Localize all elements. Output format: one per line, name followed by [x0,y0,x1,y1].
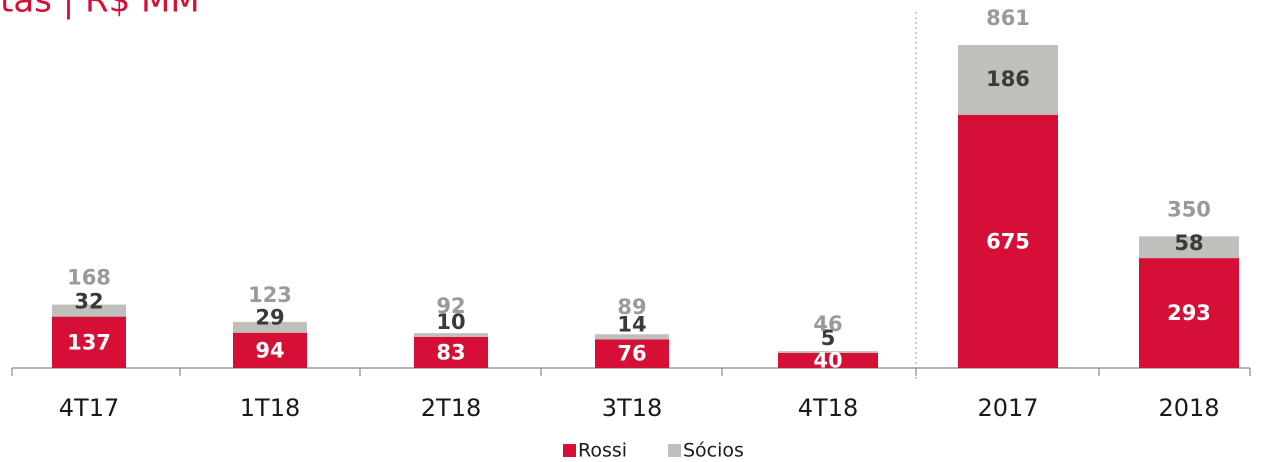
total-label: 168 [67,266,111,290]
bar-segment [52,304,126,317]
x-tick-label: 4T17 [59,394,119,422]
x-tick-label: 1T18 [240,394,300,422]
data-label: 186 [986,67,1030,91]
legend-text: Rossi [578,440,627,462]
data-label: 10 [436,310,465,334]
total-label: 123 [248,283,292,307]
x-tick-label: 2T18 [421,394,481,422]
bar-segment [233,321,307,333]
x-tick-label: 2017 [977,394,1038,422]
total-label: 92 [436,294,465,318]
bar-segment [778,352,878,368]
bar-segment [1139,236,1239,259]
legend-text: Sócios [683,440,744,462]
x-tick-label: 4T18 [798,394,858,422]
bar-segment [1139,258,1239,368]
total-label: 350 [1167,197,1211,221]
data-label: 293 [1167,301,1211,325]
bar-segment [414,333,488,337]
bar-segment [595,339,669,368]
bar-segment [52,316,126,368]
bar-segment [958,114,1058,368]
bar-segment [233,332,307,368]
data-label: 5 [821,326,836,350]
legend-swatch [668,444,681,457]
data-label: 40 [813,348,842,372]
data-label: 137 [67,330,111,354]
data-label: 29 [255,306,284,330]
data-label: 675 [986,229,1030,253]
bar-segment [595,334,669,340]
chart-title: tas | R$ MM [0,0,200,21]
total-label: 46 [813,312,842,336]
legend-swatch [563,444,576,457]
data-label: 94 [255,338,284,362]
data-label: 58 [1174,231,1203,255]
x-tick-label: 2018 [1158,394,1219,422]
bar-segment [414,336,488,368]
total-label: 89 [617,295,646,319]
data-label: 76 [617,342,646,366]
bar-segment [778,351,878,353]
data-label: 14 [617,312,646,336]
total-label: 861 [986,6,1030,30]
x-tick-label: 3T18 [602,394,662,422]
bar-segment [958,45,1058,115]
data-label: 83 [436,340,465,364]
data-label: 32 [74,290,103,314]
